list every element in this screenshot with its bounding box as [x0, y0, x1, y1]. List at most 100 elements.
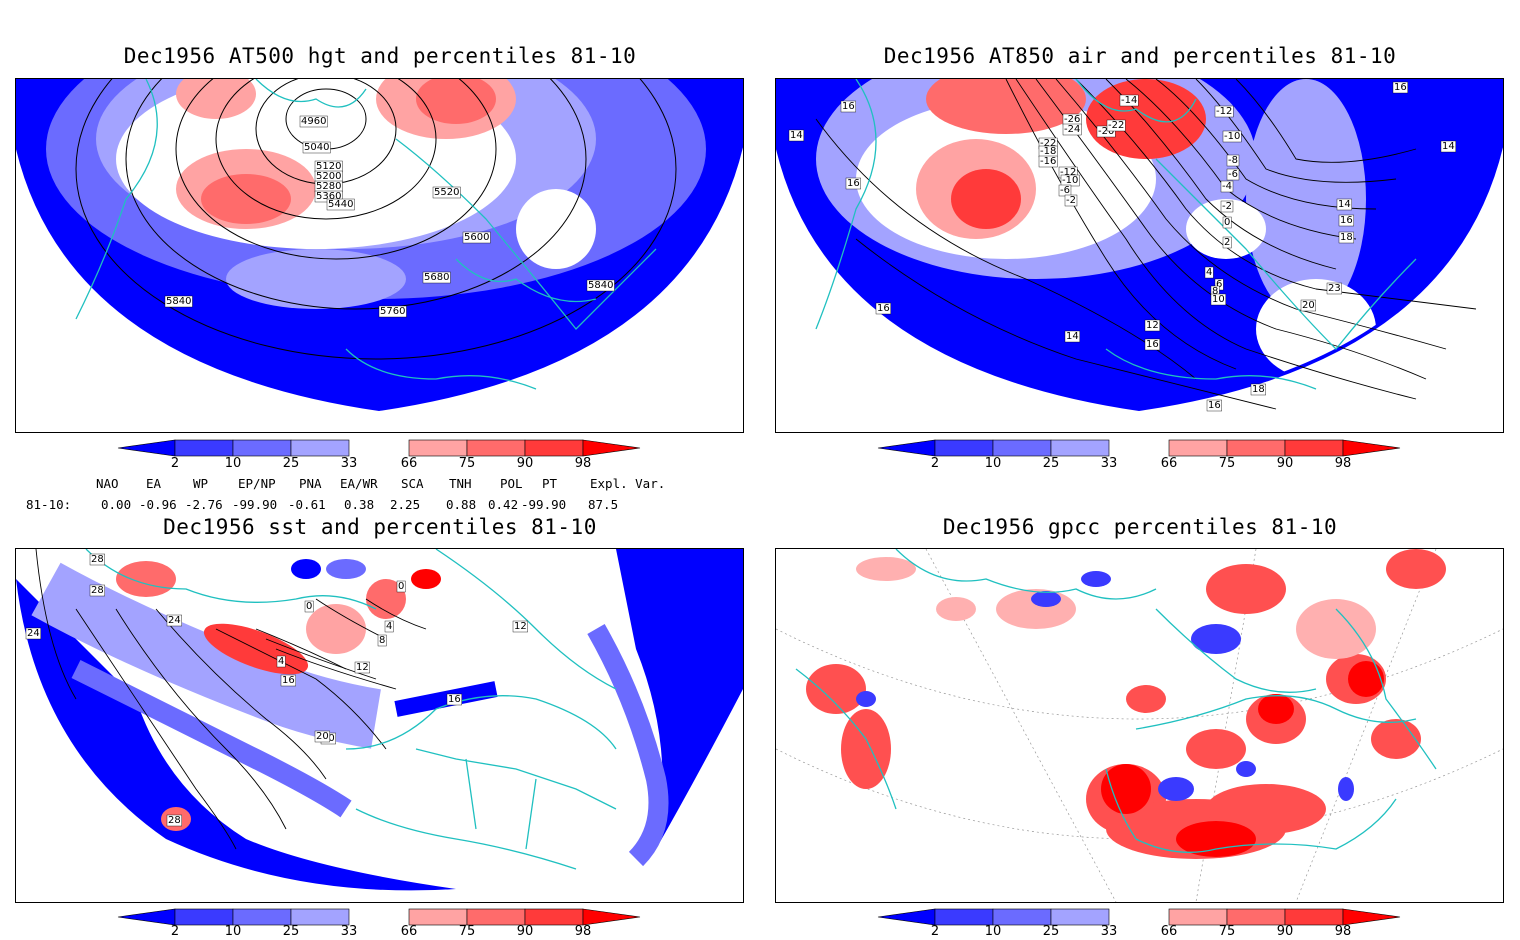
index-value: 0.38: [344, 497, 375, 512]
contour-label: 8: [1212, 286, 1218, 297]
colorbar-tick: 25: [1042, 924, 1060, 939]
contour-label: 16: [877, 303, 890, 314]
contour-label: 28: [168, 815, 181, 826]
index-header: TNH: [449, 476, 472, 491]
contour-label: 23: [1328, 283, 1341, 294]
index-header: WP: [193, 476, 209, 491]
colorbar-tick: 10: [984, 456, 1002, 471]
contour-label: -14: [1121, 95, 1137, 106]
contour-label: 18: [1340, 232, 1353, 243]
colorbar-tick: 66: [1160, 456, 1178, 471]
colorbar-tick: 33: [1100, 924, 1118, 939]
colorbar-tick: 10: [984, 924, 1002, 939]
contour-labels: 28 28 24 24 20 16 12 8 4 0 4 0 16 20 28 …: [25, 553, 528, 827]
index-value: 0.42: [488, 497, 519, 512]
index-header: EA: [146, 476, 162, 491]
contour-label: -10: [1224, 131, 1240, 142]
contour-label: 14: [1442, 141, 1455, 152]
index-value: 2.25: [390, 497, 421, 512]
index-header: NAO: [96, 476, 119, 491]
contour-label: -22: [1040, 138, 1056, 149]
contour-label: 4: [278, 656, 284, 667]
colorbar-tick: 2: [930, 456, 940, 471]
contour-label: 28: [91, 585, 104, 596]
colorbar-gpcc: 2 10 25 33 66 75 90 98: [760, 907, 1500, 940]
colorbar-tick: 33: [340, 924, 358, 939]
index-header: POL: [500, 476, 523, 491]
colorbar-tick: 75: [1218, 924, 1236, 939]
contour-label: 5840: [588, 280, 613, 291]
contour-label: 4: [1206, 267, 1212, 278]
contour-label: 14: [1338, 199, 1351, 210]
colorbar-tick: 2: [170, 924, 180, 939]
contour-label: 16: [448, 694, 461, 705]
contour-label: -20: [1098, 126, 1114, 137]
colorbar-tick: 66: [400, 924, 418, 939]
contour-label: 12: [356, 662, 369, 673]
map-air850: 16 14 16 16 -14 -12 -10 -8 -6 -4 -2 0 2 …: [775, 78, 1504, 433]
contour-label: -18: [1040, 146, 1056, 157]
contour-label: 5120: [316, 161, 341, 172]
index-value: 0.00: [101, 497, 132, 512]
contour-label: 12: [1146, 320, 1159, 331]
index-header: EA/WR: [340, 476, 378, 491]
contour-label: -16: [1040, 156, 1056, 167]
contour-label: -12: [1216, 106, 1232, 117]
index-value: -0.96: [139, 497, 177, 512]
colorbar-tick: 25: [282, 924, 300, 939]
colorbar-tick: 33: [340, 456, 358, 471]
contour-label: 18: [1252, 384, 1265, 395]
colorbar-tick: 2: [930, 924, 940, 939]
map-hgt500: 4960 5040 5120 5200 5280 5360 5440 5520 …: [15, 78, 744, 433]
contour-label: -10: [1062, 175, 1078, 186]
contour-label: 24: [168, 615, 181, 626]
contour-label: 2: [1224, 237, 1230, 248]
contour-label: 4: [386, 621, 392, 632]
colorbar-tick: 98: [1334, 924, 1352, 939]
colorbar-tick: 10: [224, 924, 242, 939]
contour-label: 5200: [316, 171, 341, 182]
index-value: -99.90: [232, 497, 278, 512]
colorbar-tick: 98: [574, 456, 592, 471]
colorbar-tick: 90: [1276, 924, 1294, 939]
contour-label: 16: [1146, 339, 1159, 350]
contour-label: 24: [27, 628, 40, 639]
index-header: PT: [542, 476, 558, 491]
index-header: SCA: [401, 476, 424, 491]
index-header: EP/NP: [238, 476, 276, 491]
colorbar-air850: 2 10 25 33 66 75 90 98: [760, 438, 1500, 472]
contour-label: 5360: [316, 191, 341, 202]
contour-label: 16: [1394, 82, 1407, 93]
contour-labels: 4960 5040 5120 5200 5280 5360 5440 5520 …: [164, 115, 615, 318]
colorbar-tick: 75: [458, 456, 476, 471]
contour-label: 6: [1216, 279, 1222, 290]
contour-label: 12: [514, 621, 527, 632]
panel-title-sst: Dec1956 sst and percentiles 81-10: [163, 515, 597, 539]
contour-label: 5520: [434, 187, 459, 198]
contour-label: -6: [1228, 169, 1238, 180]
contour-labels: 16 14 16 16 -14 -12 -10 -8 -6 -4 -2 0 2 …: [788, 81, 1456, 412]
colorbar-hgt500: 2 10 25 33 66 75 90 98: [0, 438, 740, 472]
index-value: -99.90: [521, 497, 567, 512]
map-sst: 28 28 24 24 20 16 12 8 4 0 4 0 16 20 28 …: [15, 548, 744, 903]
contour-label: -8: [1228, 155, 1238, 166]
contour-label: -12: [1060, 167, 1076, 178]
contour-label: -2: [1222, 201, 1232, 212]
colorbar-tick: 90: [516, 924, 534, 939]
colorbar-tick: 90: [516, 456, 534, 471]
contour-label: 5760: [380, 306, 405, 317]
contour-label: -4: [1222, 181, 1232, 192]
index-value: 0.88: [446, 497, 477, 512]
contour-label: 14: [1066, 331, 1079, 342]
contour-label: 4960: [301, 116, 326, 127]
colorbar-tick: 66: [400, 456, 418, 471]
index-value: -2.76: [185, 497, 223, 512]
contour-label: 14: [790, 130, 803, 141]
index-row-label: 81-10:: [26, 497, 72, 512]
contour-label: 5680: [424, 272, 449, 283]
contour-label: -26: [1064, 114, 1080, 125]
colorbar-tick: 2: [170, 456, 180, 471]
contour-label: 28: [91, 554, 104, 565]
contour-label: 20: [1302, 300, 1315, 311]
colorbar-tick: 10: [224, 456, 242, 471]
